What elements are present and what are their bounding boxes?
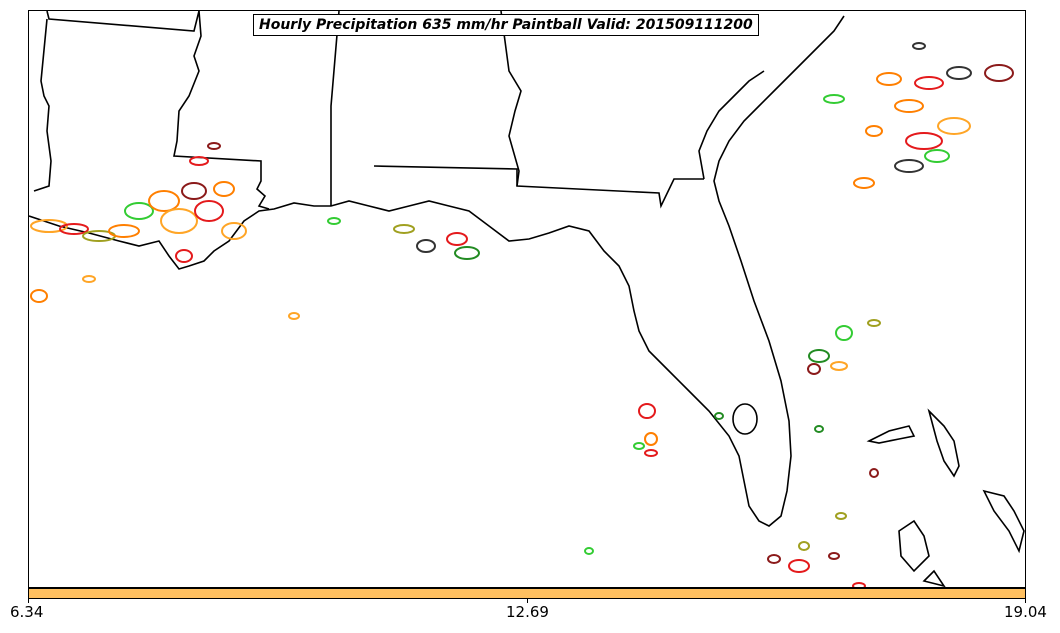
paintball — [808, 349, 830, 363]
paintball — [912, 42, 926, 50]
colorbar-tick — [28, 599, 29, 603]
paintball — [148, 190, 180, 212]
island-cuba-north — [922, 569, 946, 587]
island-eleuthera — [927, 408, 960, 478]
paintball — [288, 312, 300, 320]
paintball — [814, 425, 824, 433]
paintball — [835, 512, 847, 520]
state-border-al-ga — [500, 11, 522, 187]
map-canvas — [29, 11, 1025, 587]
paintball — [905, 132, 943, 150]
colorbar-tick — [527, 599, 528, 603]
paintball — [798, 541, 810, 551]
map-title: Hourly Precipitation 635 mm/hr Paintball… — [253, 14, 759, 36]
state-border-tx-la — [33, 18, 52, 192]
island-long — [898, 519, 930, 573]
paintball — [189, 156, 209, 166]
paintball — [454, 246, 480, 260]
paintball — [194, 200, 224, 222]
paintball — [638, 403, 656, 419]
paintball — [788, 559, 810, 573]
state-border-ga-sc — [698, 70, 765, 180]
colorbar-tick — [1025, 599, 1026, 603]
lake-okeechobee — [732, 403, 758, 435]
colorbar-tick-label-max: 19.04 — [1004, 603, 1047, 621]
state-borders — [29, 11, 1025, 587]
paintball — [853, 177, 875, 189]
paintball — [327, 217, 341, 225]
map-panel — [28, 10, 1026, 588]
paintball — [584, 547, 594, 555]
paintball — [767, 554, 781, 564]
paintball — [181, 182, 207, 200]
paintball — [937, 117, 971, 135]
paintball — [852, 582, 866, 587]
paintball — [644, 432, 658, 446]
paintball — [946, 66, 972, 80]
paintball — [865, 125, 883, 137]
paintball — [59, 223, 89, 235]
paintball — [894, 99, 924, 113]
paintball — [828, 552, 840, 560]
paintball — [830, 361, 848, 371]
paintball — [869, 468, 879, 478]
precip-paintballs — [30, 42, 1014, 587]
paintball — [160, 208, 198, 234]
paintball — [714, 412, 724, 420]
paintball — [30, 289, 48, 303]
paintball — [393, 224, 415, 234]
paintball — [924, 149, 950, 163]
colorbar-tick-label-mid: 12.69 — [506, 603, 549, 621]
state-border-fl-north — [373, 165, 704, 209]
state-border-ar-la — [46, 11, 200, 32]
paintball — [633, 442, 645, 450]
paintball — [867, 319, 881, 327]
paintball — [984, 64, 1014, 82]
colorbar-tick-label-min: 6.34 — [10, 603, 44, 621]
paintball — [876, 72, 902, 86]
paintball — [446, 232, 468, 246]
paintball — [207, 142, 221, 150]
paintball — [894, 159, 924, 173]
paintball — [914, 76, 944, 90]
coastline — [29, 15, 845, 527]
island-exuma — [982, 489, 1025, 554]
paintball — [82, 275, 96, 283]
paintball — [108, 224, 140, 238]
colorbar — [28, 588, 1026, 599]
paintball — [213, 181, 235, 197]
paintball — [644, 449, 658, 457]
state-border-la-ms — [173, 11, 270, 210]
paintball — [175, 249, 193, 263]
paintball — [30, 219, 68, 233]
paintball — [835, 325, 853, 341]
paintball — [416, 239, 436, 253]
paintball — [807, 363, 821, 375]
paintball — [823, 94, 845, 104]
state-border-ms-al — [330, 11, 340, 206]
island-andros — [866, 425, 916, 444]
paintball — [221, 222, 247, 240]
paintball — [124, 202, 154, 220]
